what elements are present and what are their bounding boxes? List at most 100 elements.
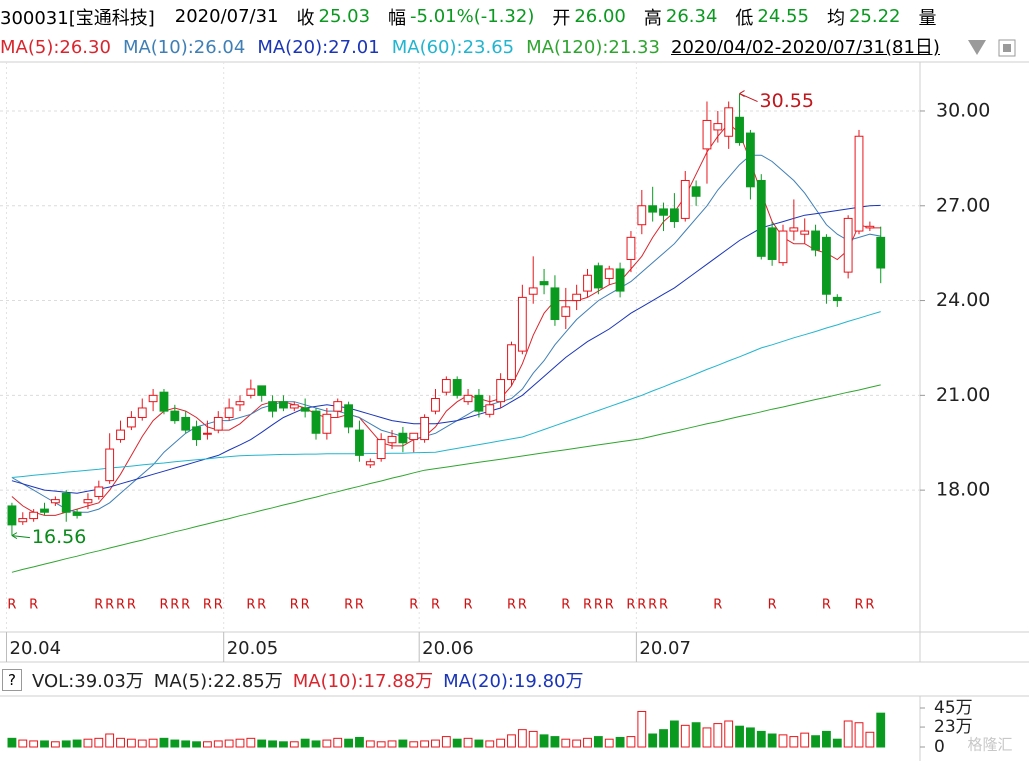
volume-bar — [528, 730, 538, 748]
candle-body — [735, 116, 744, 144]
header-value: -5.01%(-1.32) — [410, 6, 535, 27]
volume-bar — [452, 738, 462, 748]
volume-bar — [333, 737, 343, 748]
legend-entry: MA(60):23.65 — [391, 37, 515, 58]
volume-legend: ? VOL:39.03万 MA(5):22.85万 MA(10):17.88万 MA(… — [0, 665, 900, 695]
volume-bar — [279, 741, 288, 748]
marker: R — [159, 598, 168, 613]
volume-bar — [746, 727, 755, 748]
marker: R — [127, 598, 136, 613]
volume-bar — [811, 735, 820, 748]
marker: R — [431, 598, 440, 613]
header: 300031[宝通科技] 2020/07/31 收 25.03 幅 -5.01%(-1… — [0, 0, 1029, 33]
candle-body — [116, 429, 125, 441]
y-tick-label: 30.00 — [936, 99, 990, 121]
header-label: 幅 — [388, 7, 407, 29]
candle-body — [365, 461, 375, 466]
marker: R — [561, 598, 570, 613]
candle-body — [832, 296, 842, 302]
marker: R — [822, 598, 831, 613]
x-tick-label: 20.07 — [639, 638, 691, 659]
header-value: 26.34 — [665, 6, 718, 27]
marker: R — [246, 598, 255, 613]
y-tick-label: 24.00 — [936, 289, 990, 311]
volume-bar — [181, 740, 191, 748]
volume-bar — [832, 738, 842, 748]
candle-body — [420, 416, 430, 441]
settings-icon[interactable] — [998, 39, 1016, 57]
settings-icon-inner — [1003, 44, 1011, 52]
marker: R — [214, 598, 223, 613]
volume-bar — [854, 722, 864, 748]
legend-entry: MA(5):22.85万 — [153, 671, 283, 692]
volume-bar — [517, 729, 527, 748]
volume-bar — [496, 738, 506, 748]
header-label: 低 — [735, 7, 754, 29]
candle-body — [192, 426, 201, 441]
volume-bar — [724, 720, 734, 748]
candle-body — [213, 416, 223, 431]
help-button[interactable]: ? — [2, 669, 22, 691]
marker: R — [583, 598, 592, 613]
volume-bar — [431, 739, 440, 748]
candle-body — [246, 388, 256, 396]
volume-bar — [702, 727, 712, 748]
marker: R — [203, 598, 212, 613]
header-label: 开 — [552, 7, 571, 29]
candle-body — [235, 401, 245, 406]
volume-bar — [409, 741, 419, 748]
marker: R — [344, 598, 353, 613]
volume-bar — [376, 741, 386, 748]
volume-bar — [561, 738, 571, 748]
candle-body — [268, 401, 277, 412]
volume-bar — [72, 739, 82, 748]
candle-body — [18, 518, 28, 523]
candle-body — [583, 274, 592, 292]
dropdown-icon[interactable] — [968, 40, 986, 55]
candle-body — [854, 135, 864, 232]
volume-bar — [116, 737, 125, 748]
volume-bar — [268, 740, 277, 748]
candle-body — [159, 391, 169, 412]
candle-body — [778, 230, 788, 264]
candle-body — [724, 107, 734, 137]
ma-line — [11, 204, 881, 494]
volume-bar — [289, 741, 299, 748]
candle-body — [322, 413, 332, 434]
candle-body — [376, 439, 386, 460]
legend-entry: MA(20):27.01 — [257, 37, 380, 58]
volume-bar — [626, 736, 636, 748]
volume-bar — [344, 738, 353, 748]
candle-body — [865, 225, 875, 229]
candle-body — [431, 398, 440, 412]
candle-body — [409, 432, 419, 441]
ma-line — [11, 384, 881, 573]
candle-body — [669, 208, 679, 223]
annotation-label: 16.56 — [32, 526, 86, 548]
marker: R — [409, 598, 418, 613]
header-label: 高 — [643, 7, 662, 29]
volume-bar — [572, 739, 582, 748]
y-tick-label: 27.00 — [936, 194, 990, 216]
stock-code: 300031[宝通科技] — [0, 7, 155, 29]
legend-entry: MA(5):26.30 — [0, 37, 111, 58]
volume-bar — [40, 740, 49, 748]
header-value: 26.00 — [574, 6, 626, 27]
volume-bar — [865, 731, 875, 748]
marker: R — [713, 598, 722, 613]
volume-bar — [735, 725, 744, 748]
volume-bar — [583, 737, 592, 748]
marker: R — [94, 598, 103, 613]
volume-bar — [420, 740, 430, 748]
volume-bar — [387, 740, 397, 748]
candle-body — [659, 208, 668, 216]
volume-bar — [224, 739, 234, 748]
legend-entry: MA(20):19.80万 — [443, 671, 584, 692]
candle-body — [550, 287, 560, 321]
candle-body — [637, 205, 647, 226]
ma-line — [11, 311, 881, 478]
range-label[interactable]: 2020/04/02-2020/07/31(81日) — [671, 37, 940, 58]
candle-body — [756, 179, 766, 257]
